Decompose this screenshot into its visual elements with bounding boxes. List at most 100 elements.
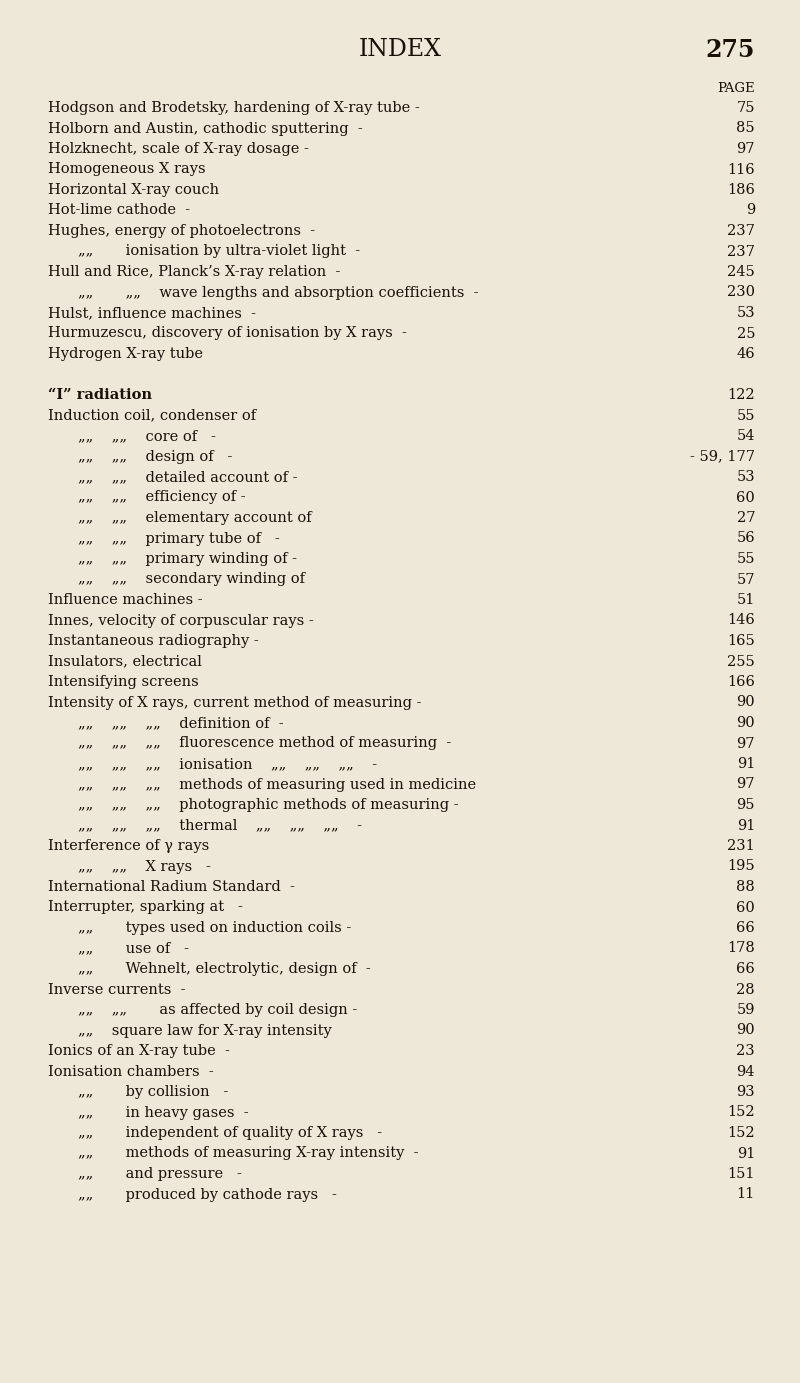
- Text: „„       Wehnelt, electrolytic, design of  -: „„ Wehnelt, electrolytic, design of -: [78, 963, 370, 976]
- Text: 230: 230: [727, 285, 755, 300]
- Text: 60: 60: [736, 491, 755, 505]
- Text: 151: 151: [727, 1167, 755, 1181]
- Text: Hughes, energy of photoelectrons  -: Hughes, energy of photoelectrons -: [48, 224, 315, 238]
- Text: 51: 51: [737, 593, 755, 607]
- Text: 237: 237: [727, 224, 755, 238]
- Text: 46: 46: [736, 347, 755, 361]
- Text: 55: 55: [737, 408, 755, 422]
- Text: 97: 97: [737, 737, 755, 751]
- Text: Hulst, influence machines  -: Hulst, influence machines -: [48, 306, 256, 319]
- Text: PAGE: PAGE: [718, 82, 755, 95]
- Text: Hot-lime cathode  -: Hot-lime cathode -: [48, 203, 190, 217]
- Text: „„       methods of measuring X-ray intensity  -: „„ methods of measuring X-ray intensity …: [78, 1147, 418, 1160]
- Text: Inverse currents  -: Inverse currents -: [48, 982, 186, 997]
- Text: 53: 53: [736, 470, 755, 484]
- Text: „„    square law for X-ray intensity: „„ square law for X-ray intensity: [78, 1023, 332, 1037]
- Text: 66: 66: [736, 921, 755, 935]
- Text: Holborn and Austin, cathodic sputtering  -: Holborn and Austin, cathodic sputtering …: [48, 122, 362, 136]
- Text: Induction coil, condenser of: Induction coil, condenser of: [48, 408, 256, 422]
- Text: 178: 178: [727, 942, 755, 956]
- Text: International Radium Standard  -: International Radium Standard -: [48, 880, 295, 893]
- Text: 23: 23: [736, 1044, 755, 1058]
- Text: „„    „„    elementary account of: „„ „„ elementary account of: [78, 510, 312, 526]
- Text: „„    „„    „„    definition of  -: „„ „„ „„ definition of -: [78, 716, 284, 730]
- Text: 53: 53: [736, 306, 755, 319]
- Text: „„       and pressure   -: „„ and pressure -: [78, 1167, 242, 1181]
- Text: 60: 60: [736, 900, 755, 914]
- Text: Innes, velocity of corpuscular rays -: Innes, velocity of corpuscular rays -: [48, 614, 314, 628]
- Text: 66: 66: [736, 963, 755, 976]
- Text: 93: 93: [736, 1086, 755, 1099]
- Text: Instantaneous radiography -: Instantaneous radiography -: [48, 633, 258, 649]
- Text: „„       use of   -: „„ use of -: [78, 942, 189, 956]
- Text: “I” radiation: “I” radiation: [48, 389, 152, 402]
- Text: „„       by collision   -: „„ by collision -: [78, 1086, 228, 1099]
- Text: 88: 88: [736, 880, 755, 893]
- Text: Interference of γ rays: Interference of γ rays: [48, 839, 210, 853]
- Text: 59: 59: [737, 1003, 755, 1017]
- Text: „„    „„    primary winding of -: „„ „„ primary winding of -: [78, 552, 297, 566]
- Text: 27: 27: [737, 510, 755, 526]
- Text: 152: 152: [727, 1105, 755, 1119]
- Text: Interrupter, sparking at   -: Interrupter, sparking at -: [48, 900, 243, 914]
- Text: 231: 231: [727, 839, 755, 853]
- Text: „„    „„    detailed account of -: „„ „„ detailed account of -: [78, 470, 298, 484]
- Text: „„    „„    „„    fluorescence method of measuring  -: „„ „„ „„ fluorescence method of measurin…: [78, 737, 451, 751]
- Text: „„       ionisation by ultra-violet light  -: „„ ionisation by ultra-violet light -: [78, 245, 360, 259]
- Text: „„    „„    „„    thermal    „„    „„    „„    -: „„ „„ „„ thermal „„ „„ „„ -: [78, 819, 362, 833]
- Text: 25: 25: [737, 326, 755, 340]
- Text: 122: 122: [727, 389, 755, 402]
- Text: 54: 54: [737, 429, 755, 443]
- Text: „„    „„    „„    methods of measuring used in medicine: „„ „„ „„ methods of measuring used in me…: [78, 777, 476, 791]
- Text: Hodgson and Brodetsky, hardening of X-ray tube -: Hodgson and Brodetsky, hardening of X-ra…: [48, 101, 420, 115]
- Text: 245: 245: [727, 266, 755, 279]
- Text: 166: 166: [727, 675, 755, 689]
- Text: Hydrogen X-ray tube: Hydrogen X-ray tube: [48, 347, 203, 361]
- Text: „„    „„    efficiency of -: „„ „„ efficiency of -: [78, 491, 246, 505]
- Text: „„       independent of quality of X rays   -: „„ independent of quality of X rays -: [78, 1126, 382, 1140]
- Text: 57: 57: [737, 573, 755, 586]
- Text: 9: 9: [746, 203, 755, 217]
- Text: „„       types used on induction coils -: „„ types used on induction coils -: [78, 921, 351, 935]
- Text: Insulators, electrical: Insulators, electrical: [48, 654, 202, 668]
- Text: 237: 237: [727, 245, 755, 259]
- Text: Holzknecht, scale of X-ray dosage -: Holzknecht, scale of X-ray dosage -: [48, 142, 309, 156]
- Text: „„    „„    secondary winding of: „„ „„ secondary winding of: [78, 573, 305, 586]
- Text: 95: 95: [737, 798, 755, 812]
- Text: Hull and Rice, Planck’s X-ray relation  -: Hull and Rice, Planck’s X-ray relation -: [48, 266, 340, 279]
- Text: „„    „„    design of   -: „„ „„ design of -: [78, 449, 232, 463]
- Text: 116: 116: [727, 162, 755, 177]
- Text: „„    „„       as affected by coil design -: „„ „„ as affected by coil design -: [78, 1003, 358, 1017]
- Text: Ionics of an X-ray tube  -: Ionics of an X-ray tube -: [48, 1044, 230, 1058]
- Text: 91: 91: [737, 757, 755, 770]
- Text: 186: 186: [727, 183, 755, 196]
- Text: 55: 55: [737, 552, 755, 566]
- Text: 11: 11: [737, 1188, 755, 1202]
- Text: 152: 152: [727, 1126, 755, 1140]
- Text: Intensity of X rays, current method of measuring -: Intensity of X rays, current method of m…: [48, 696, 422, 709]
- Text: 97: 97: [737, 142, 755, 156]
- Text: 85: 85: [736, 122, 755, 136]
- Text: - 59, 177: - 59, 177: [690, 449, 755, 463]
- Text: INDEX: INDEX: [358, 37, 442, 61]
- Text: 94: 94: [737, 1065, 755, 1079]
- Text: 90: 90: [736, 696, 755, 709]
- Text: 165: 165: [727, 633, 755, 649]
- Text: „„       „„    wave lengths and absorption coefficients  -: „„ „„ wave lengths and absorption coeffi…: [78, 285, 478, 300]
- Text: 28: 28: [736, 982, 755, 997]
- Text: „„    „„    „„    photographic methods of measuring -: „„ „„ „„ photographic methods of measuri…: [78, 798, 458, 812]
- Text: „„    „„    primary tube of   -: „„ „„ primary tube of -: [78, 531, 280, 545]
- Text: 275: 275: [706, 37, 755, 62]
- Text: „„       in heavy gases  -: „„ in heavy gases -: [78, 1105, 249, 1119]
- Text: 91: 91: [737, 1147, 755, 1160]
- Text: „„    „„    core of   -: „„ „„ core of -: [78, 429, 216, 443]
- Text: Intensifying screens: Intensifying screens: [48, 675, 198, 689]
- Text: 90: 90: [736, 1023, 755, 1037]
- Text: 56: 56: [736, 531, 755, 545]
- Text: Hurmuzescu, discovery of ionisation by X rays  -: Hurmuzescu, discovery of ionisation by X…: [48, 326, 407, 340]
- Text: „„       produced by cathode rays   -: „„ produced by cathode rays -: [78, 1188, 337, 1202]
- Text: Ionisation chambers  -: Ionisation chambers -: [48, 1065, 214, 1079]
- Text: 146: 146: [727, 614, 755, 628]
- Text: 97: 97: [737, 777, 755, 791]
- Text: „„    „„    „„    ionisation    „„    „„    „„    -: „„ „„ „„ ionisation „„ „„ „„ -: [78, 757, 377, 770]
